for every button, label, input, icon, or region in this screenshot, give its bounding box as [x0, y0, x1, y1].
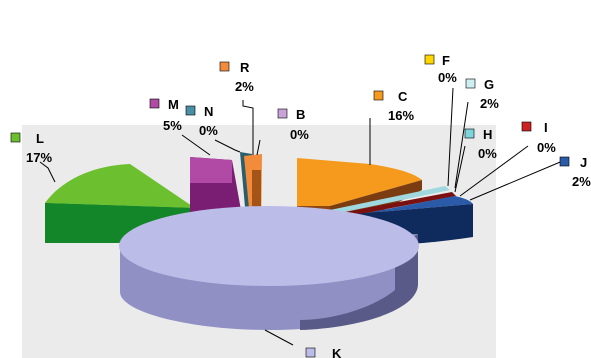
- swatch-N: [185, 105, 196, 116]
- label-L-name: L: [36, 131, 44, 146]
- swatch-K: [305, 347, 316, 358]
- swatch-G: [465, 78, 476, 89]
- label-G-pct: 2%: [480, 96, 499, 111]
- swatch-C: [373, 90, 384, 101]
- swatch-B: [277, 108, 288, 119]
- label-I-name: I: [544, 120, 548, 135]
- label-C-name: C: [398, 89, 408, 104]
- slice-K: [119, 206, 419, 330]
- leader-lines: [39, 87, 566, 346]
- label-K-name: K: [332, 346, 342, 358]
- swatch-F: [424, 54, 435, 65]
- label-H-pct: 0%: [478, 146, 497, 161]
- slice-labels: R 2% C 16% F 0% G 2% H 0% I 0% J 2% K L …: [26, 53, 591, 358]
- label-J-pct: 2%: [572, 174, 591, 189]
- label-N-name: N: [204, 104, 213, 119]
- swatch-J: [559, 156, 570, 167]
- label-F-name: F: [442, 53, 450, 68]
- swatch-M: [149, 98, 160, 109]
- label-M-pct: 5%: [163, 118, 182, 133]
- label-swatches: [10, 54, 570, 358]
- label-G-name: G: [484, 77, 494, 92]
- label-I-pct: 0%: [537, 140, 556, 155]
- label-J-name: J: [580, 155, 587, 170]
- swatch-R: [219, 61, 230, 72]
- label-R-name: R: [240, 60, 250, 75]
- label-L-pct: 17%: [26, 150, 52, 165]
- label-B-name: B: [296, 107, 305, 122]
- swatch-L: [10, 132, 21, 143]
- label-M-name: M: [168, 97, 179, 112]
- label-N-pct: 0%: [199, 123, 218, 138]
- label-B-pct: 0%: [290, 127, 309, 142]
- label-F-pct: 0%: [438, 70, 457, 85]
- swatch-I: [521, 121, 532, 132]
- label-R-pct: 2%: [235, 79, 254, 94]
- label-H-name: H: [483, 127, 492, 142]
- label-C-pct: 16%: [388, 108, 414, 123]
- swatch-H: [464, 128, 475, 139]
- slices-small: [330, 186, 456, 218]
